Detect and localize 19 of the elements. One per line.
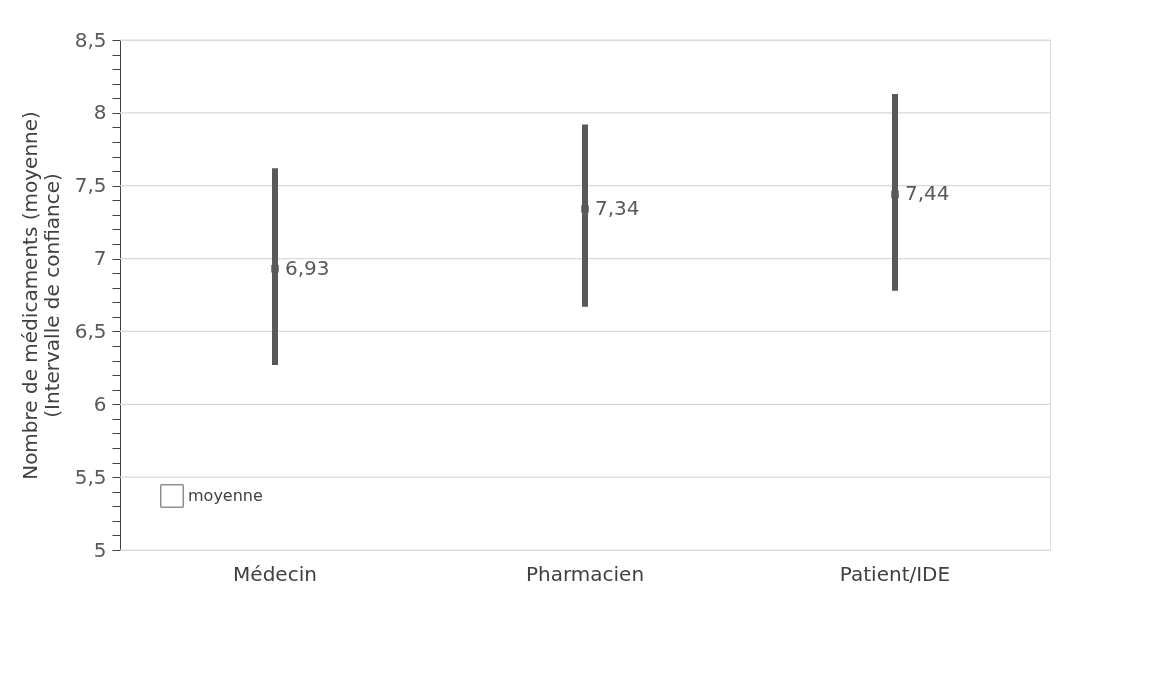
data-label: 7,34 xyxy=(595,196,640,221)
y-tick-label: 5 xyxy=(93,537,107,562)
point xyxy=(581,205,589,213)
x-tick-label: Patient/IDE xyxy=(839,561,951,586)
y-tick-label: 8 xyxy=(93,100,107,125)
y-tick-label: 6,5 xyxy=(74,318,107,343)
x-tick-label: Médecin xyxy=(233,561,317,586)
x-tick-label: Pharmacien xyxy=(525,561,645,586)
y-axis-title: Nombre de médicaments (moyenne) (Intervalle de confiance) xyxy=(17,111,64,480)
data-label: 6,93 xyxy=(285,255,330,280)
legend-label: moyenne xyxy=(188,486,263,505)
y-tick-label: 8,5 xyxy=(74,27,107,52)
point xyxy=(891,190,899,199)
y-tick-label: 7 xyxy=(93,246,107,271)
point xyxy=(271,265,279,273)
y-tick-label: 6 xyxy=(93,391,107,416)
data-label: 7,44 xyxy=(905,181,950,206)
y-tick-label: 5,5 xyxy=(74,464,107,489)
y-tick-label: 7,5 xyxy=(74,173,107,198)
